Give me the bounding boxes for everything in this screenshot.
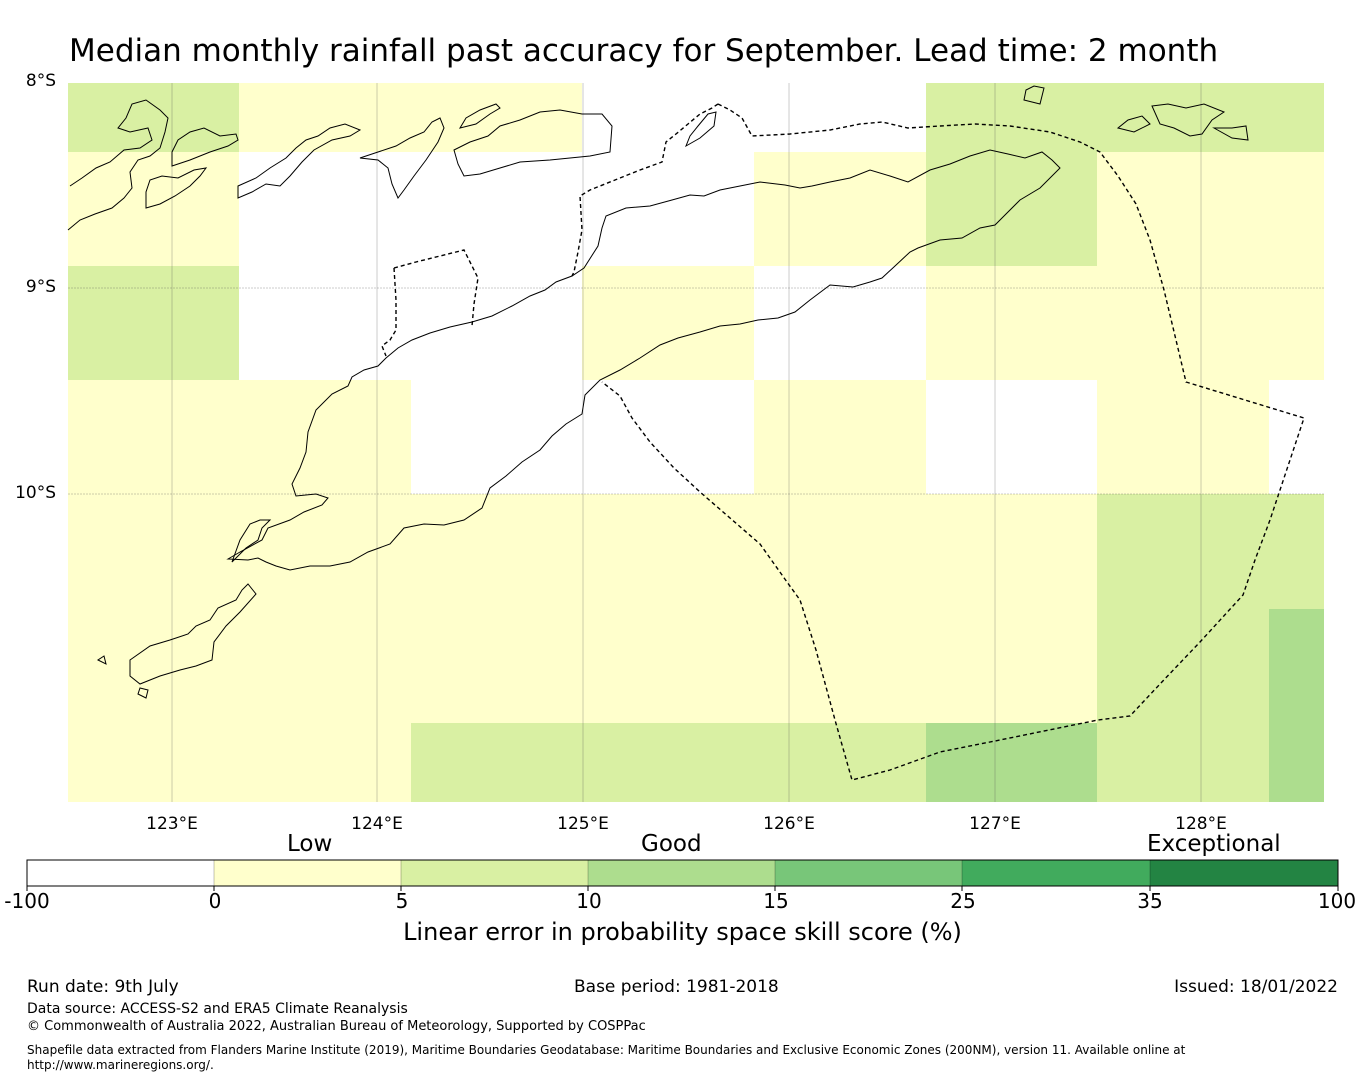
lon-label-128e: 128°E xyxy=(1175,814,1227,834)
issued-date: Issued: 18/01/2022 xyxy=(1174,977,1338,997)
eez-enclave-line xyxy=(381,249,479,357)
cb-tick: 5 xyxy=(395,889,409,913)
lat-label-10s: 10°S xyxy=(15,483,56,503)
data-source: Data source: ACCESS-S2 and ERA5 Climate … xyxy=(27,1001,408,1017)
skill-cell xyxy=(1097,380,1269,494)
colorbar-swatch xyxy=(775,860,962,886)
cb-tick: 25 xyxy=(950,889,976,913)
skill-cell xyxy=(68,723,411,802)
coastline-shape xyxy=(458,103,501,129)
skill-cell xyxy=(239,83,582,152)
skill-cell xyxy=(1269,609,1324,723)
colorbar-swatch xyxy=(1150,860,1338,886)
category-low: Low xyxy=(287,831,333,857)
colorbar-swatch xyxy=(214,860,401,886)
coastline-shape xyxy=(231,519,272,563)
chart-title: Median monthly rainfall past accuracy fo… xyxy=(69,33,1219,69)
shapefile-url: http://www.marineregions.org/. xyxy=(27,1058,214,1072)
coastline-shape xyxy=(97,655,107,665)
colorbar-swatch xyxy=(27,860,214,886)
skill-cell xyxy=(754,152,926,266)
shapefile-credit: Shapefile data extracted from Flanders M… xyxy=(27,1043,1186,1057)
cb-tick: 10 xyxy=(576,889,602,913)
coastline-shape xyxy=(226,149,1061,571)
coastline-shape xyxy=(1212,125,1249,141)
skill-cell xyxy=(1097,494,1324,609)
skill-cell xyxy=(68,266,239,380)
skill-cell xyxy=(68,494,1097,609)
run-date: Run date: 9th July xyxy=(27,977,179,997)
lon-label-125e: 125°E xyxy=(557,814,609,834)
cb-tick: -100 xyxy=(4,889,50,913)
coastline-shape xyxy=(1023,85,1045,105)
category-good: Good xyxy=(641,831,702,857)
colorbar-swatch xyxy=(401,860,588,886)
skill-cell xyxy=(582,266,754,380)
coastline xyxy=(67,85,1249,699)
coastline-shape xyxy=(129,583,257,685)
cb-tick: 100 xyxy=(1317,889,1357,913)
coastline-shape xyxy=(685,111,717,148)
skill-cell xyxy=(926,266,1324,380)
coastline-shape xyxy=(237,123,362,199)
skill-cell xyxy=(68,609,1097,723)
coastline-shape xyxy=(453,109,613,177)
skill-cell xyxy=(1097,609,1269,723)
category-exceptional: Exceptional xyxy=(1147,831,1281,857)
coastline-shape xyxy=(1151,103,1226,137)
skill-cell xyxy=(68,380,411,494)
colorbar-swatch xyxy=(962,860,1150,886)
eez-boundary-line xyxy=(601,103,1305,781)
lon-label-123e: 123°E xyxy=(146,814,198,834)
skill-cells xyxy=(68,83,1324,802)
lon-label-127e: 127°E xyxy=(969,814,1021,834)
eez-boundary-line xyxy=(571,103,719,277)
colorbar-swatch xyxy=(588,860,775,886)
coastline-shape xyxy=(171,127,239,167)
eez-boundary xyxy=(381,103,1305,781)
coastline-shape xyxy=(145,167,208,209)
skill-cell xyxy=(68,83,239,152)
copyright: © Commonwealth of Australia 2022, Austra… xyxy=(27,1019,646,1034)
skill-cell xyxy=(926,83,1324,152)
lat-label-9s: 9°S xyxy=(25,277,56,297)
coastline-shape xyxy=(359,117,445,199)
coastline-shape xyxy=(1116,115,1151,133)
cb-tick: 35 xyxy=(1137,889,1163,913)
colorbar-label: Linear error in probability space skill … xyxy=(403,918,962,946)
skill-cell xyxy=(1097,152,1324,266)
skill-cell xyxy=(754,380,926,494)
colorbar xyxy=(26,859,1339,891)
lon-label-124e: 124°E xyxy=(351,814,403,834)
coastline-shape xyxy=(67,99,169,231)
skill-cell xyxy=(1269,723,1324,802)
cb-tick: 0 xyxy=(208,889,222,913)
skill-cell xyxy=(68,152,239,266)
skill-cell xyxy=(926,723,1097,802)
base-period: Base period: 1981-2018 xyxy=(574,977,779,997)
coastline-shape xyxy=(137,687,149,699)
lon-label-126e: 126°E xyxy=(763,814,815,834)
cb-tick: 15 xyxy=(763,889,789,913)
skill-cell xyxy=(1097,723,1269,802)
graticule xyxy=(68,83,1324,802)
skill-cell xyxy=(411,723,926,802)
lat-label-8s: 8°S xyxy=(25,71,56,91)
colorbar-frame xyxy=(26,859,1339,887)
